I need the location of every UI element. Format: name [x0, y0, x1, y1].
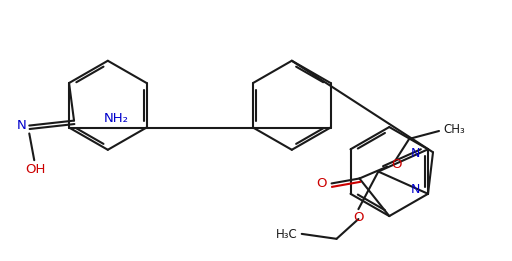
Text: N: N — [16, 119, 26, 132]
Text: O: O — [316, 177, 327, 190]
Text: O: O — [353, 211, 364, 224]
Text: CH₃: CH₃ — [443, 122, 465, 135]
Text: OH: OH — [25, 163, 46, 176]
Text: N: N — [411, 147, 420, 160]
Text: NH₂: NH₂ — [104, 112, 129, 125]
Text: O: O — [391, 158, 402, 171]
Text: N: N — [411, 183, 420, 196]
Text: H₃C: H₃C — [276, 228, 298, 241]
